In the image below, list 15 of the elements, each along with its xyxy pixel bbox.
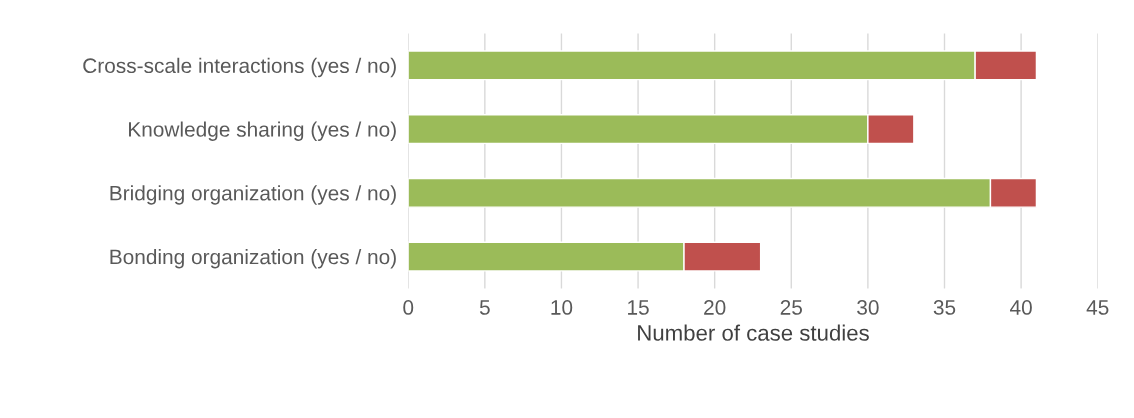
x-tick-label: 20	[704, 300, 726, 315]
x-tick-label: 10	[551, 300, 573, 315]
x-tick-label: 30	[857, 300, 879, 315]
x-tick-label: 25	[780, 300, 802, 315]
y-tick-label: Cross-scale interactions (yes / no)	[83, 57, 396, 78]
x-tick-label: 35	[933, 300, 956, 315]
x-tick-label: 5	[479, 300, 490, 315]
x-tick-label: 15	[628, 300, 649, 315]
x-axis-title: Number of case studies	[638, 324, 869, 341]
y-tick-label: Bonding organization (yes / no)	[110, 249, 396, 269]
x-tick-label: 40	[1010, 300, 1032, 315]
y-tick-label: Bridging organization (yes / no)	[110, 185, 396, 205]
x-tick-label: 0	[403, 300, 414, 315]
x-tick-label: 45	[1086, 300, 1109, 315]
y-tick-label: Knowledge sharing (yes / no)	[129, 121, 396, 141]
